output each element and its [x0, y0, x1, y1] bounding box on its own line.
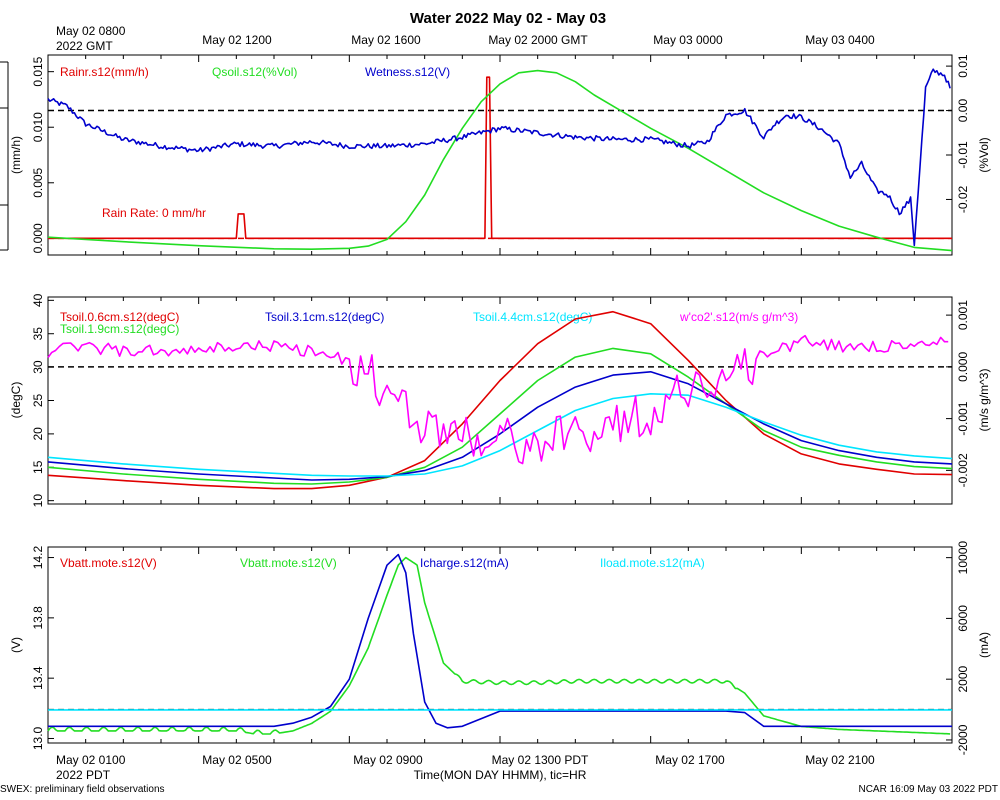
panel-soil: (degC) (m/s g/m^3) Tsoil.0.6cm.s12(degC)… [9, 293, 991, 507]
y-tick-label-right: 0.001 [956, 300, 970, 330]
y-tick-label-left: 13.0 [31, 726, 45, 750]
footer-left: SWEX: preliminary field observations [0, 784, 165, 795]
bottom-time-label-2: May 02 0500 [202, 753, 272, 767]
bottom-time-label-1: 2022 PDT [56, 768, 111, 782]
y-tick-label-left: 0.005 [31, 167, 45, 197]
bottom-time-label-3: May 02 0900 [353, 753, 423, 767]
y-tick-label-right: -0.002 [956, 453, 970, 487]
y-tick-label-right: 0.01 [956, 54, 970, 78]
legend-tsoil-0-6cm: Tsoil.0.6cm.s12(degC) [60, 310, 179, 324]
y-tick-label-right: 0.000 [956, 352, 970, 382]
top-time-label-5: May 03 0000 [653, 33, 723, 47]
series-line-tsoil-1-9cm-s12 [47, 347, 953, 485]
panel-power: (V) (mA) Vbatt.mote.s12(V) Vbatt.mote.s1… [9, 541, 991, 756]
y-tick-label-right: -2000 [956, 724, 970, 755]
y-tick-label-left: 20 [31, 427, 45, 441]
legend-tsoil-4-4cm: Tsoil.4.4cm.s12(degC) [473, 310, 592, 324]
panel-soil-left-label: (degC) [9, 382, 23, 419]
footer-right: NCAR 16:09 May 03 2022 PDT [858, 784, 998, 795]
panel-water-right-label: (%Vol) [977, 137, 991, 172]
y-tick-label-left: 25 [31, 394, 45, 408]
panel-power-ticks: 14.2 13.8 13.4 13.0 10000 6000 2000 -2000 [31, 541, 970, 756]
y-tick-label-left: 10 [31, 494, 45, 508]
top-time-label-1: 2022 GMT [56, 39, 113, 53]
bottom-time-label-0: May 02 0100 [56, 753, 126, 767]
y-tick-label-right: 10000 [956, 541, 970, 575]
rain-rate-annotation: Rain Rate: 0 mm/hr [102, 206, 206, 220]
series-line-vbatt-mote-s12 [47, 556, 951, 735]
chart-title: Water 2022 May 02 - May 03 [410, 10, 606, 27]
series-line-tsoil-0-6cm-s12 [47, 310, 953, 490]
left-edge-fragments [0, 61, 9, 251]
y-tick-label-left: 35 [31, 327, 45, 341]
legend-vbatt-red: Vbatt.mote.s12(V) [60, 556, 157, 570]
top-time-label-2: May 02 1200 [202, 33, 272, 47]
top-time-label-3: May 02 1600 [351, 33, 421, 47]
panel-power-series [47, 553, 952, 735]
series-line-qsoil-s12 [47, 69, 953, 252]
y-tick-label-left: 0.015 [31, 56, 45, 86]
y-tick-label-left: 0.000 [31, 223, 45, 253]
y-tick-label-left: 0.010 [31, 112, 45, 142]
y-tick-label-right: -0.001 [956, 401, 970, 435]
panel-water-ticks: 0.015 0.010 0.005 0.000 0.01 0.00 -0.01 -0.02 [31, 54, 970, 255]
panel-water-left-label: (mm/h) [9, 136, 23, 174]
legend-tsoil-3-1cm: Tsoil.3.1cm.s12(degC) [265, 310, 384, 324]
top-time-label-6: May 03 0400 [805, 33, 875, 47]
top-time-label-4: May 02 2000 GMT [488, 33, 588, 47]
y-tick-label-right: 6000 [956, 605, 970, 632]
series-line-w-co2-s12 [47, 334, 949, 465]
y-tick-label-right: 2000 [956, 666, 970, 693]
y-tick-label-left: 15 [31, 460, 45, 474]
panel-water: (mm/h) (%Vol) Rainr.s12(mm/h) Qsoil.s12(… [9, 54, 991, 256]
bottom-time-label-5: May 02 1700 [655, 753, 725, 767]
y-tick-label-left: 13.4 [31, 666, 45, 690]
series-line-icharge-s12 [48, 553, 952, 729]
y-tick-label-left: 13.8 [31, 606, 45, 630]
panel-water-series [47, 68, 953, 252]
legend-rainr: Rainr.s12(mm/h) [60, 65, 149, 79]
y-tick-label-right: -0.02 [956, 185, 970, 213]
panel-soil-series [47, 310, 953, 490]
y-tick-label-right: -0.01 [956, 141, 970, 169]
legend-icharge: Icharge.s12(mA) [420, 556, 509, 570]
series-line-wetness-s12 [47, 68, 951, 247]
legend-wco2: w'co2'.s12(m/s g/m^3) [679, 310, 798, 324]
y-tick-label-left: 30 [31, 360, 45, 374]
legend-vbatt-green: Vbatt.mote.s12(V) [240, 556, 337, 570]
panel-power-left-label: (V) [9, 637, 23, 653]
x-axis-label: Time(MON DAY HHMM), tic=HR [414, 768, 587, 782]
series-line-tsoil-3-1cm-s12 [47, 370, 953, 481]
bottom-time-label-6: May 02 2100 [805, 753, 875, 767]
panel-power-frame [47, 546, 953, 744]
bottom-time-label-4: May 02 1300 PDT [492, 753, 589, 767]
legend-tsoil-1-9cm: Tsoil.1.9cm.s12(degC) [60, 322, 179, 336]
legend-qsoil: Qsoil.s12(%Vol) [212, 65, 297, 79]
y-tick-label-left: 40 [31, 293, 45, 307]
panel-soil-right-label: (m/s g/m^3) [977, 369, 991, 432]
panel-power-right-label: (mA) [977, 632, 991, 658]
y-tick-label-left: 14.2 [31, 546, 45, 570]
top-time-label-0: May 02 0800 [56, 24, 126, 38]
series-line-tsoil-4-4cm-s12 [47, 392, 953, 477]
series-line-rainr-s12 [48, 76, 952, 240]
y-tick-label-right: 0.00 [956, 99, 970, 123]
legend-wetness: Wetness.s12(V) [365, 65, 450, 79]
legend-iload: Iload.mote.s12(mA) [600, 556, 705, 570]
